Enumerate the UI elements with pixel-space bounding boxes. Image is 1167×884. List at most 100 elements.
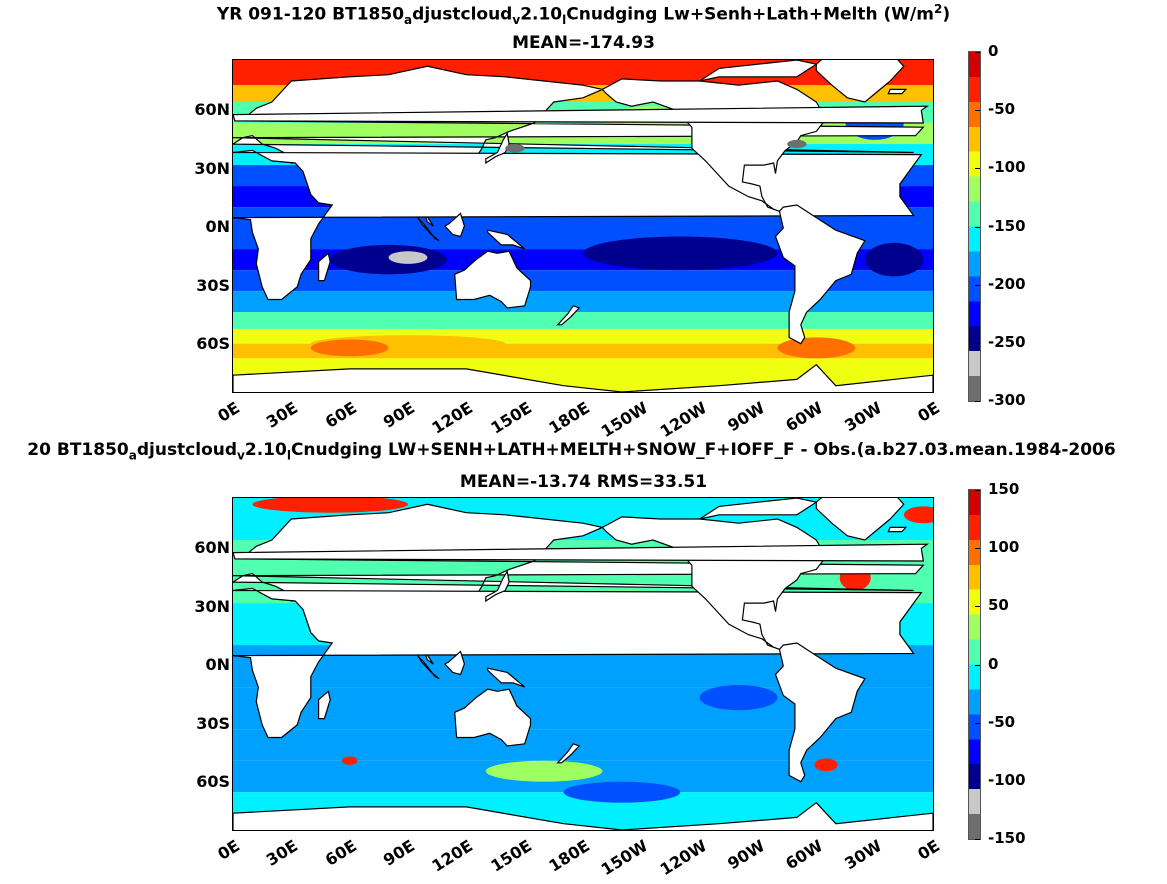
difference-field-map [233,498,933,830]
colorbar-tick [975,780,980,782]
lat-label-60s-2: 60S [196,772,230,791]
colorbar-tick [975,110,980,112]
lat-label-30n-2: 30N [194,597,230,616]
colorbar-label-p1-5: -250 [988,332,1026,351]
lon-label-p2-10: 60W [782,836,827,874]
lon-label-p1-7: 150W [598,398,652,442]
landmass [556,743,581,764]
panel2-title: 20 BT1850adjustcloudv2.10lCnudging LW+SE… [27,440,1116,463]
colorbar-label-p2-5: -100 [988,770,1026,789]
colorbar-label-p1-6: -300 [988,391,1026,409]
field-blob [814,758,838,772]
lon-label-p1-6: 180E [545,398,594,438]
landmass [454,688,532,747]
masked-region [388,251,428,264]
colorbar-label-p2-3: 0 [988,654,999,673]
lon-label-p2-0: 0E [214,836,244,864]
masked-region [787,139,807,149]
colorbar-label-p2-6: -150 [988,829,1026,847]
colorbar-tick [975,664,980,666]
lon-label-p1-3: 90E [379,398,419,432]
landmass [815,60,905,103]
field-blob [310,339,389,357]
colorbar-label-p1-2: -100 [988,158,1026,177]
landmass [487,229,526,250]
lon-label-p2-7: 150W [598,836,652,880]
lat-label-30n-1: 30N [194,159,230,178]
colorbar-tick [975,490,980,491]
field-blob [583,236,778,271]
field-blob [252,498,408,513]
lon-label-p2-5: 150E [487,836,535,876]
field-blob [903,506,933,524]
lon-label-p1-11: 30W [840,398,885,436]
landmass [485,131,510,165]
landmass [417,655,440,680]
landmass [317,252,331,282]
panel2-subtitle: MEAN=-13.74 RMS=33.51 [459,472,708,492]
lat-label-60s-1: 60S [196,334,230,353]
landmass [774,204,866,345]
colorbar-label-p2-2: 50 [988,596,1009,615]
lon-label-p1-4: 120E [428,398,477,438]
map-panel-2 [232,497,934,831]
colorbar-label-p1-3: -150 [988,216,1026,235]
lon-label-p2-8: 120W [656,836,710,880]
colorbar-tick [975,839,980,840]
lon-label-p1-10: 60W [782,398,827,436]
colorbar-tick [975,342,980,344]
lon-label-p2-3: 90E [379,836,419,870]
colorbar-label-p2-4: -50 [988,712,1016,731]
field-band [233,291,933,313]
landmass [454,250,532,309]
lon-label-p1-8: 120W [656,398,710,442]
field-blob [563,781,681,803]
lon-label-p1-0: 0E [214,398,244,426]
map-panel-1 [232,59,934,393]
colorbar-panel-2 [968,489,981,840]
lon-label-p2-1: 30E [263,836,302,870]
lon-label-p2-2: 60E [321,836,360,870]
lon-label-p1-1: 30E [263,398,302,432]
landmass [774,642,866,783]
lon-label-p1-12: 0E [914,398,944,426]
landmass [556,305,581,326]
heat-flux-field-map [233,60,933,392]
landmass [699,498,818,520]
lon-label-p2-4: 120E [428,836,477,876]
colorbar-label-p1-0: 0 [988,42,999,60]
lon-label-p2-6: 180E [545,836,594,876]
field-blob [341,756,358,765]
colorbar-tick [975,284,980,286]
landmass [443,650,466,676]
colorbar-panel-1 [968,51,981,402]
field-blob [699,685,778,711]
lat-label-60n-1: 60N [194,100,230,119]
lon-label-p2-12: 0E [914,836,944,864]
landmass [443,212,466,238]
colorbar-tick [975,401,980,402]
masked-region [505,144,525,153]
colorbar-tick [975,168,980,170]
lon-label-p1-5: 150E [487,398,535,438]
field-blob [330,244,447,275]
landmass [887,88,908,95]
field-band [233,312,933,329]
lat-label-60n-2: 60N [194,538,230,557]
lon-label-p1-9: 90W [724,398,769,436]
colorbar-tick [975,52,980,53]
landmass [233,801,933,830]
landmass [487,667,526,688]
colorbar-label-p1-1: -50 [988,100,1016,119]
landmass [233,363,933,392]
colorbar-tick [975,606,980,608]
landmass [815,498,905,541]
landmass [317,690,331,720]
panel1-subtitle: MEAN=-174.93 [512,33,655,53]
landmass [417,217,440,242]
landmass [485,569,510,603]
lon-label-p2-11: 30W [840,836,885,874]
field-band [233,270,933,292]
field-band [233,729,933,761]
field-blob [864,242,924,277]
